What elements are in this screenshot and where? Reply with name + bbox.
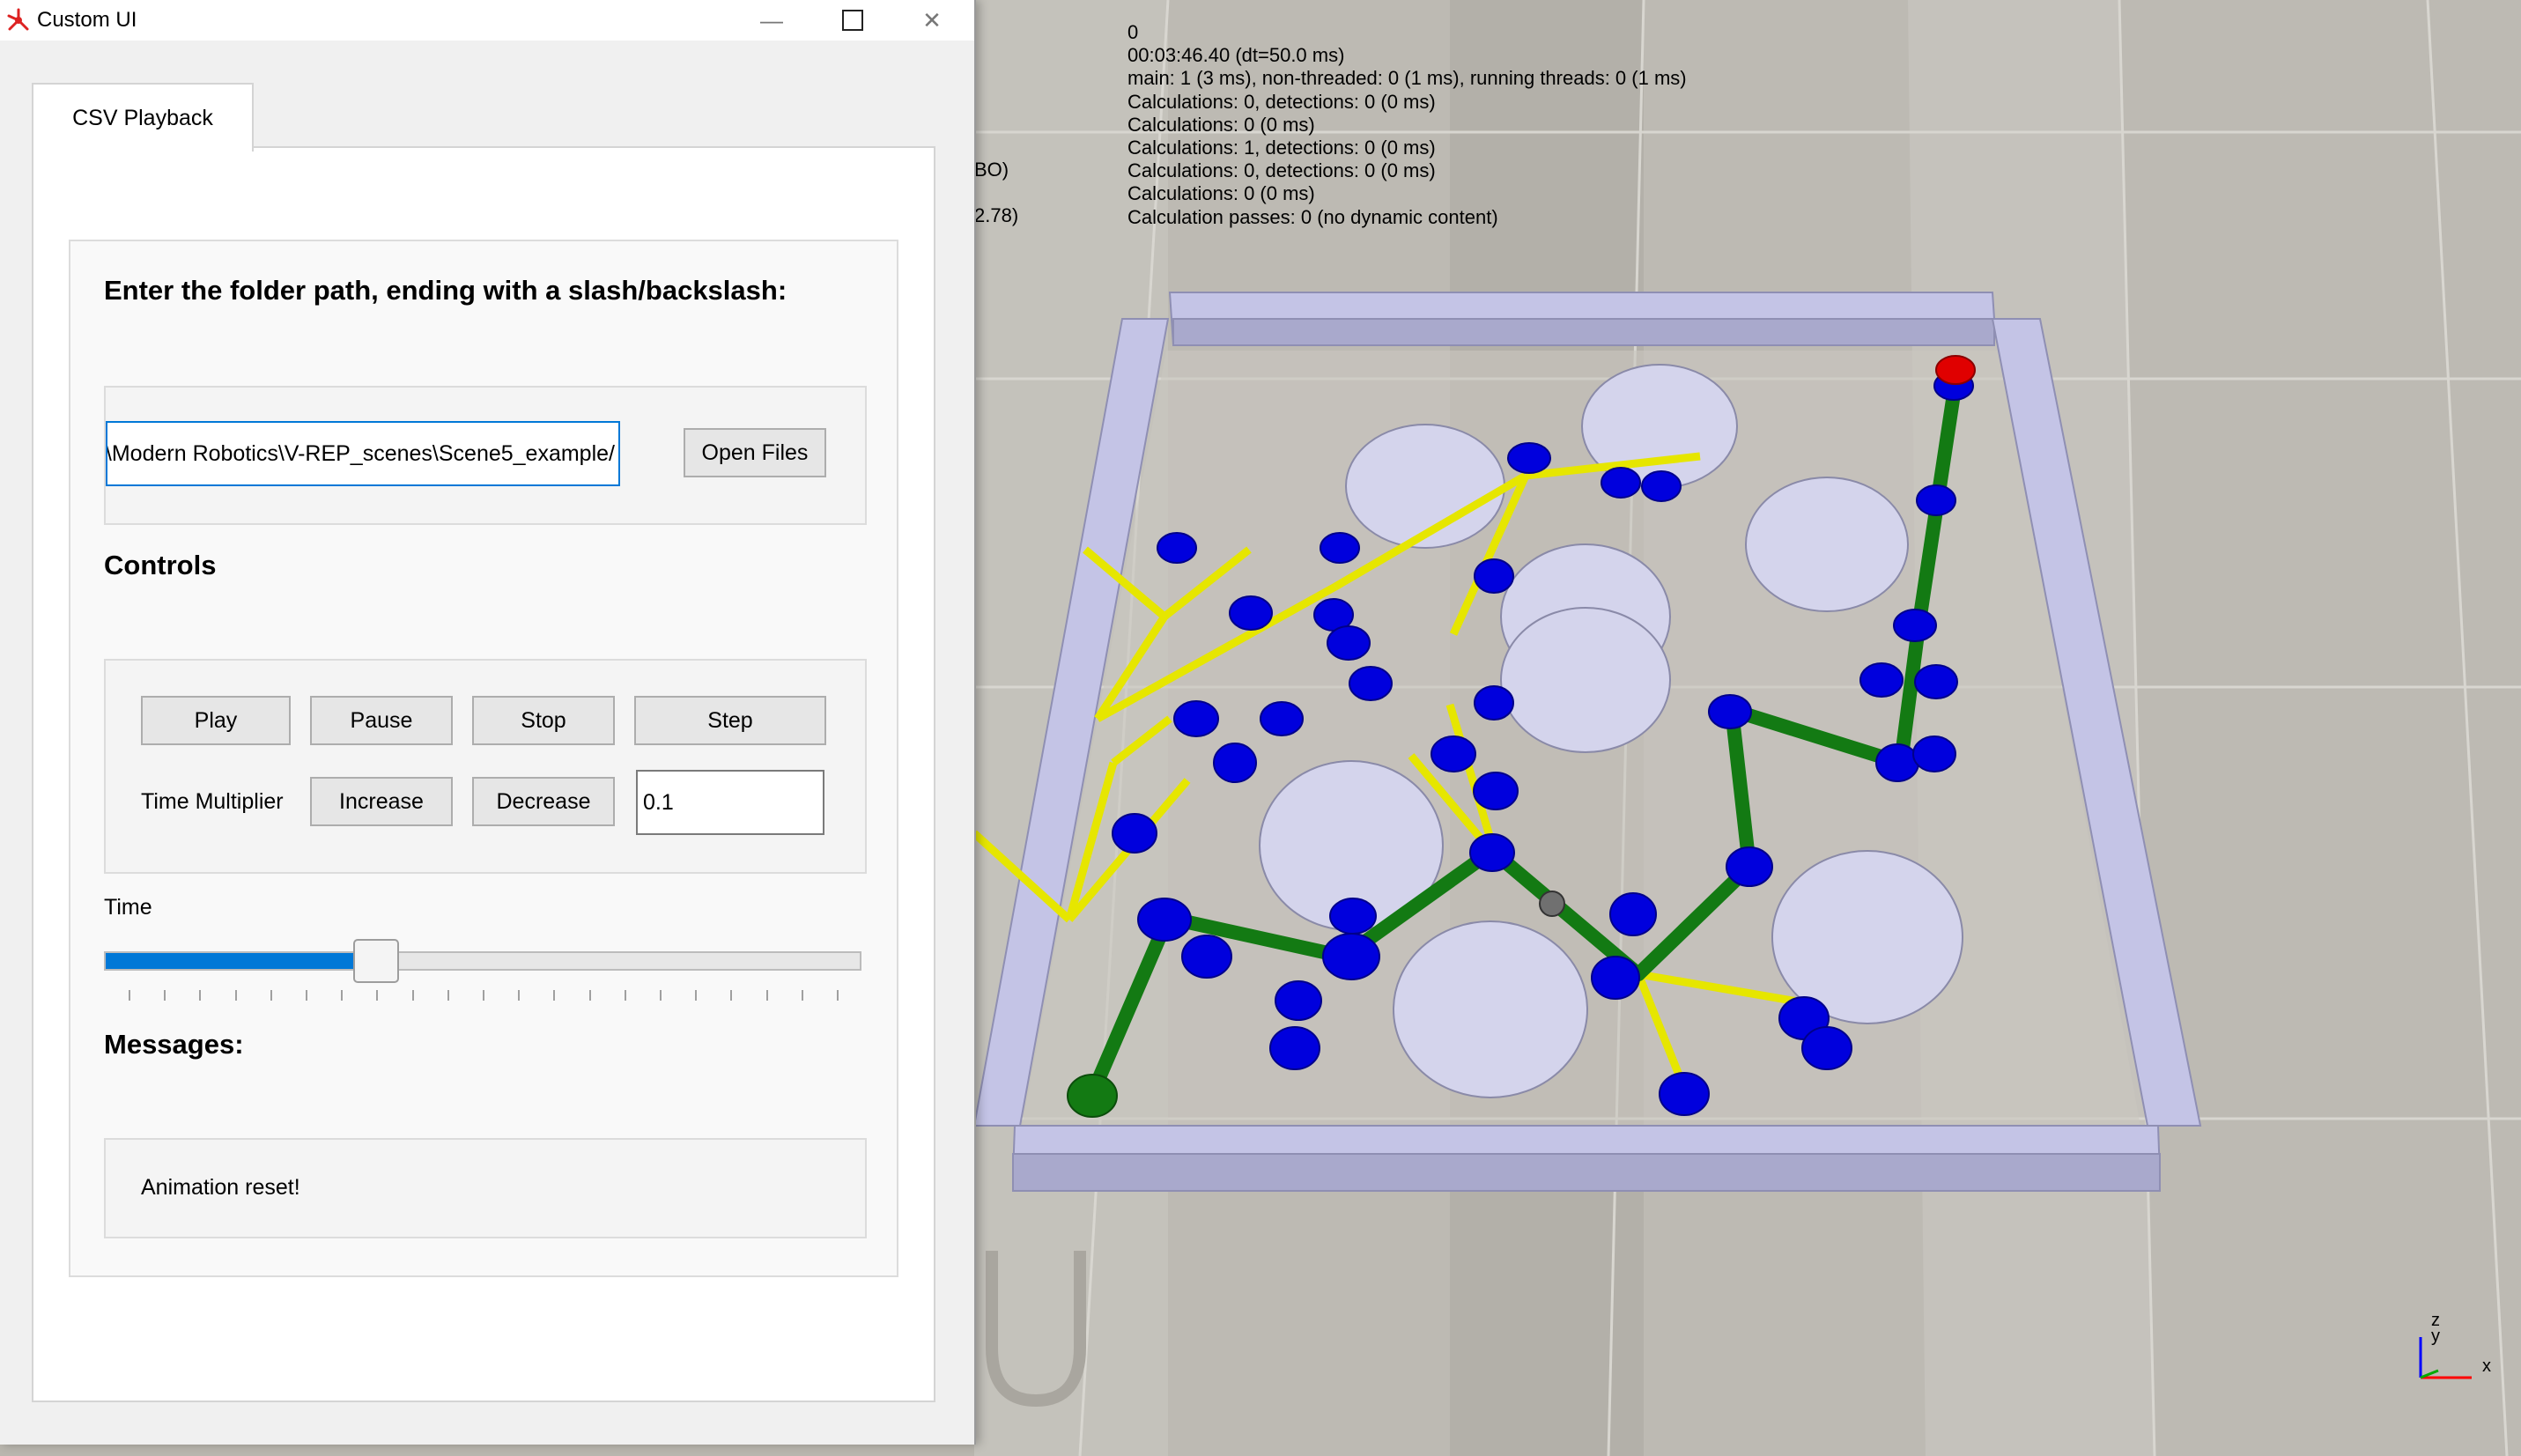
time-slider-fill [106, 953, 378, 969]
folder-path-input[interactable]: \Modern Robotics\V-REP_scenes\Scene5_exa… [106, 421, 620, 486]
info-line: 0 [1127, 21, 1139, 43]
close-icon[interactable]: ✕ [922, 6, 942, 33]
tab-csv-playback[interactable]: CSV Playback [32, 83, 254, 152]
messages-heading: Messages: [104, 1029, 244, 1060]
arena-walls [974, 292, 2202, 1192]
tree-edges [974, 452, 1814, 1094]
slider-tick [624, 990, 626, 1001]
time-slider-handle[interactable] [352, 939, 399, 983]
slider-tick [411, 990, 414, 1001]
folder-path-value: \Modern Robotics\V-REP_scenes\Scene5_exa… [106, 440, 615, 466]
slider-tick [837, 990, 839, 1001]
info-line: main: 1 (3 ms), non-threaded: 0 (1 ms), … [1127, 67, 1687, 90]
axis-z-label: z [2431, 1311, 2440, 1330]
slider-tick [483, 990, 484, 1001]
open-files-button[interactable]: Open Files [684, 428, 826, 477]
info-line: Calculations: 0 (0 ms) [1127, 113, 1315, 136]
controls-heading: Controls [104, 550, 217, 580]
axis-x-label: x [2482, 1356, 2491, 1376]
slider-tick [341, 990, 344, 1001]
decrease-label: Decrease [496, 788, 591, 814]
axes-gizmo [2419, 1337, 2472, 1379]
minimize-icon[interactable]: — [760, 6, 783, 33]
slider-tick [518, 990, 521, 1001]
pause-button[interactable]: Pause [310, 696, 453, 745]
slider-tick [164, 990, 166, 1001]
increase-label: Increase [339, 788, 424, 814]
slider-tick [447, 990, 449, 1001]
info-line: Calculations: 0 (0 ms) [1127, 182, 1315, 205]
step-label: Step [707, 707, 753, 733]
decrease-button[interactable]: Decrease [472, 777, 615, 826]
axis-y-label: y [2431, 1327, 2440, 1346]
start-node [1067, 1074, 1118, 1118]
time-slider[interactable] [104, 951, 861, 971]
slider-tick [234, 990, 237, 1001]
slider-tick [553, 990, 556, 1001]
stop-button[interactable]: Stop [472, 696, 615, 745]
goal-node [1935, 355, 1976, 385]
folder-heading: Enter the folder path, ending with a sla… [104, 275, 787, 306]
title-bar[interactable]: Custom UI — ✕ [0, 0, 974, 41]
slider-tick [376, 990, 379, 1001]
play-button[interactable]: Play [141, 696, 291, 745]
window-title: Custom UI [37, 8, 137, 32]
info-line: 00:03:46.40 (dt=50.0 ms) [1127, 44, 1345, 67]
time-multiplier-value: 0.1 [643, 789, 674, 815]
custom-ui-window: Custom UI — ✕ CSV Playback Enter the fol… [0, 0, 976, 1445]
pause-label: Pause [350, 707, 413, 733]
info-line: Calculations: 1, detections: 0 (0 ms) [1127, 137, 1436, 159]
info-fragment: BO) [974, 159, 1009, 181]
open-files-label: Open Files [701, 440, 809, 465]
time-label: Time [104, 895, 152, 920]
app-icon [7, 8, 29, 31]
slider-tick [270, 990, 272, 1001]
stop-label: Stop [521, 707, 566, 733]
slider-tick [588, 990, 591, 1001]
robot-marker [1539, 891, 1565, 917]
slider-tick [660, 990, 662, 1001]
message-text: Animation reset! [141, 1175, 300, 1200]
play-label: Play [194, 707, 238, 733]
slider-tick [129, 990, 130, 1001]
slider-tick [695, 990, 698, 1001]
slider-tick [306, 990, 307, 1001]
obstacles [1259, 364, 1963, 1098]
tab-label: CSV Playback [72, 105, 213, 130]
simulation-viewport[interactable]: 0 00:03:46.40 (dt=50.0 ms) main: 1 (3 ms… [974, 0, 2521, 1456]
slider-tick [199, 990, 202, 1001]
maximize-icon[interactable] [812, 0, 893, 41]
slider-tick [765, 990, 768, 1001]
step-button[interactable]: Step [634, 696, 826, 745]
info-line: Calculations: 0, detections: 0 (0 ms) [1127, 159, 1436, 182]
scene-render [974, 0, 2521, 1456]
simulation-info-overlay: 0 00:03:46.40 (dt=50.0 ms) main: 1 (3 ms… [1127, 21, 1687, 229]
time-multiplier-input[interactable]: 0.1 [636, 770, 824, 835]
controls-frame [104, 659, 867, 874]
increase-button[interactable]: Increase [310, 777, 453, 826]
info-line: Calculation passes: 0 (no dynamic conten… [1127, 205, 1498, 228]
info-fragment: 2.78) [974, 204, 1019, 226]
slider-tick [730, 990, 733, 1001]
time-multiplier-label: Time Multiplier [141, 789, 284, 814]
slider-tick [801, 990, 803, 1001]
info-line: Calculations: 0, detections: 0 (0 ms) [1127, 90, 1436, 113]
roadmap-nodes [1112, 371, 1974, 1116]
messages-frame: Animation reset! [104, 1138, 867, 1238]
